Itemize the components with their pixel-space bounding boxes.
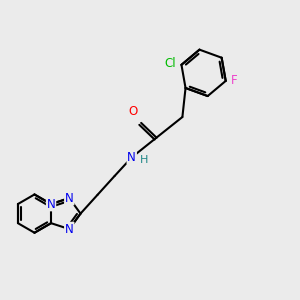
Text: N: N — [65, 223, 74, 236]
Text: O: O — [128, 106, 138, 118]
Text: H: H — [140, 155, 148, 165]
Text: N: N — [47, 197, 56, 211]
Text: N: N — [65, 192, 74, 205]
Text: Cl: Cl — [164, 57, 176, 70]
Text: N: N — [128, 151, 136, 164]
Text: F: F — [231, 74, 238, 87]
